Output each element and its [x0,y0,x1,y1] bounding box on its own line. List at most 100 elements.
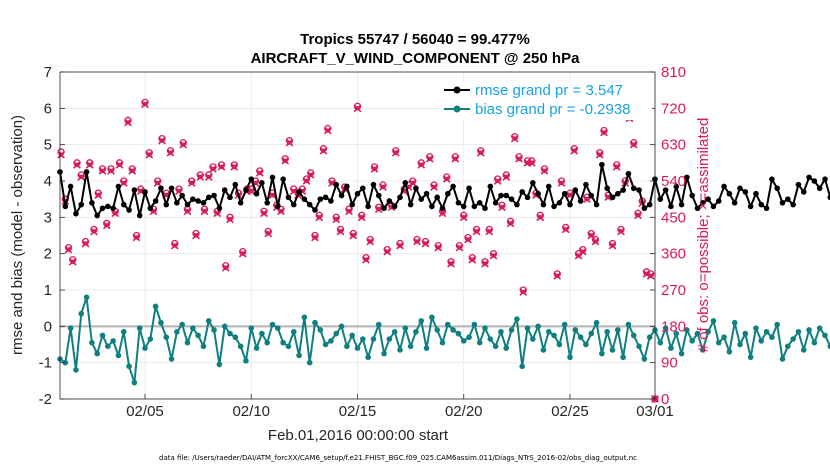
obs-assimilated-dot [427,156,432,161]
obs-assimilated-point [311,233,319,242]
rmse-point [317,196,324,202]
obs-assimilated-point [349,231,358,240]
rmse-point [200,200,207,206]
bias-point [710,318,717,324]
x-tick-label: 02/20 [445,403,483,420]
obs-assimilated-dot [610,243,615,248]
rmse-point [89,200,95,206]
bias-point [715,339,722,346]
obs-assimilated-dot [589,233,594,238]
rmse-point [205,194,212,201]
rmse-point [471,203,478,210]
obs-assimilated-dot [325,128,330,133]
obs-assimilated-dot [304,178,309,184]
bias-point [216,361,223,368]
bias-point [248,325,255,331]
bias-point [110,338,116,344]
obs-assimilated-dot [359,215,364,220]
obs-assimilated-dot [70,259,75,264]
obs-assimilated-dot [376,207,381,212]
rmse-point [105,203,111,210]
rmse-point [609,194,616,201]
obs-assimilated-dot [338,229,343,234]
right-y-axis-label: # of obs: o=possible; ×=assimilated [695,118,712,353]
obs-assimilated-point [587,231,596,240]
y-tick-label: 2 [44,246,52,263]
right-y-tick-label: 360 [661,246,686,263]
bias-point [790,336,796,342]
obs-assimilated-point [476,148,485,157]
bias-point [769,334,775,341]
rmse-point [763,205,770,212]
rmse-point [354,190,361,197]
obs-assimilated-dot [79,174,84,180]
bias-point [317,327,324,333]
rmse-line [59,163,830,217]
obs-assimilated-point [481,259,489,268]
obs-assimilated-point [430,183,438,191]
obs-assimilated-point [493,177,502,185]
obs-assimilated-point [226,215,234,224]
rmse-point [179,192,185,199]
rmse-point [737,185,743,192]
obs-assimilated-point [81,239,90,248]
legend-bias-marker [453,105,461,113]
rmse-point [779,200,786,206]
rmse-point [630,185,637,192]
obs-assimilated-point [600,128,608,137]
obs-assimilated-dot [448,261,454,266]
bias-point [195,332,201,339]
rmse-point [365,203,371,210]
rmse-point [678,201,685,208]
obs-assimilated-dot [482,261,488,266]
rmse-point [126,207,132,213]
obs-assimilated-point [578,247,587,256]
rmse-point [248,176,255,182]
obs-assimilated-point [459,213,468,222]
bias-point [439,339,446,346]
rmse-point [482,205,488,212]
y-tick-label: 0 [44,318,52,335]
rmse-point [152,198,159,204]
obs-assimilated-dot [253,180,258,186]
obs-assimilated-dot [117,162,122,168]
obs-assimilated-dot [202,209,207,214]
obs-assimilated-point [374,205,383,214]
rmse-point [466,185,472,192]
bias-point [211,327,217,333]
right-y-tick-label: 810 [661,64,686,81]
obs-assimilated-dot [363,257,369,262]
obs-assimilated-dot [261,211,267,216]
obs-assimilated-point [323,126,332,135]
rmse-point [381,205,387,212]
bias-point [615,327,621,333]
obs-assimilated-point [408,179,417,187]
bias-point [296,352,302,359]
bias-point [466,334,472,341]
bias-point [609,347,616,353]
rmse-point [402,180,409,186]
obs-assimilated-dot [266,231,271,236]
rmse-point [476,200,483,206]
rmse-point [514,201,520,208]
bias-point [126,363,132,370]
bias-point [115,352,122,359]
obs-assimilated-point [357,213,366,222]
bias-point [508,327,515,333]
bias-point [94,350,100,357]
rmse-point [800,189,807,195]
rmse-point [397,194,403,201]
right-y-tick-label: 180 [661,318,686,335]
bias-point [726,348,733,355]
rmse-point [657,196,664,202]
obs-assimilated-dot [380,184,386,190]
obs-assimilated-point [145,150,154,159]
bias-point [386,336,393,342]
rmse-point [790,201,796,208]
obs-assimilated-point [255,169,264,177]
rmse-point [360,185,366,192]
rmse-point [211,192,217,199]
rmse-point [232,181,239,188]
obs-assimilated-point [170,241,179,250]
rmse-point [811,178,818,184]
